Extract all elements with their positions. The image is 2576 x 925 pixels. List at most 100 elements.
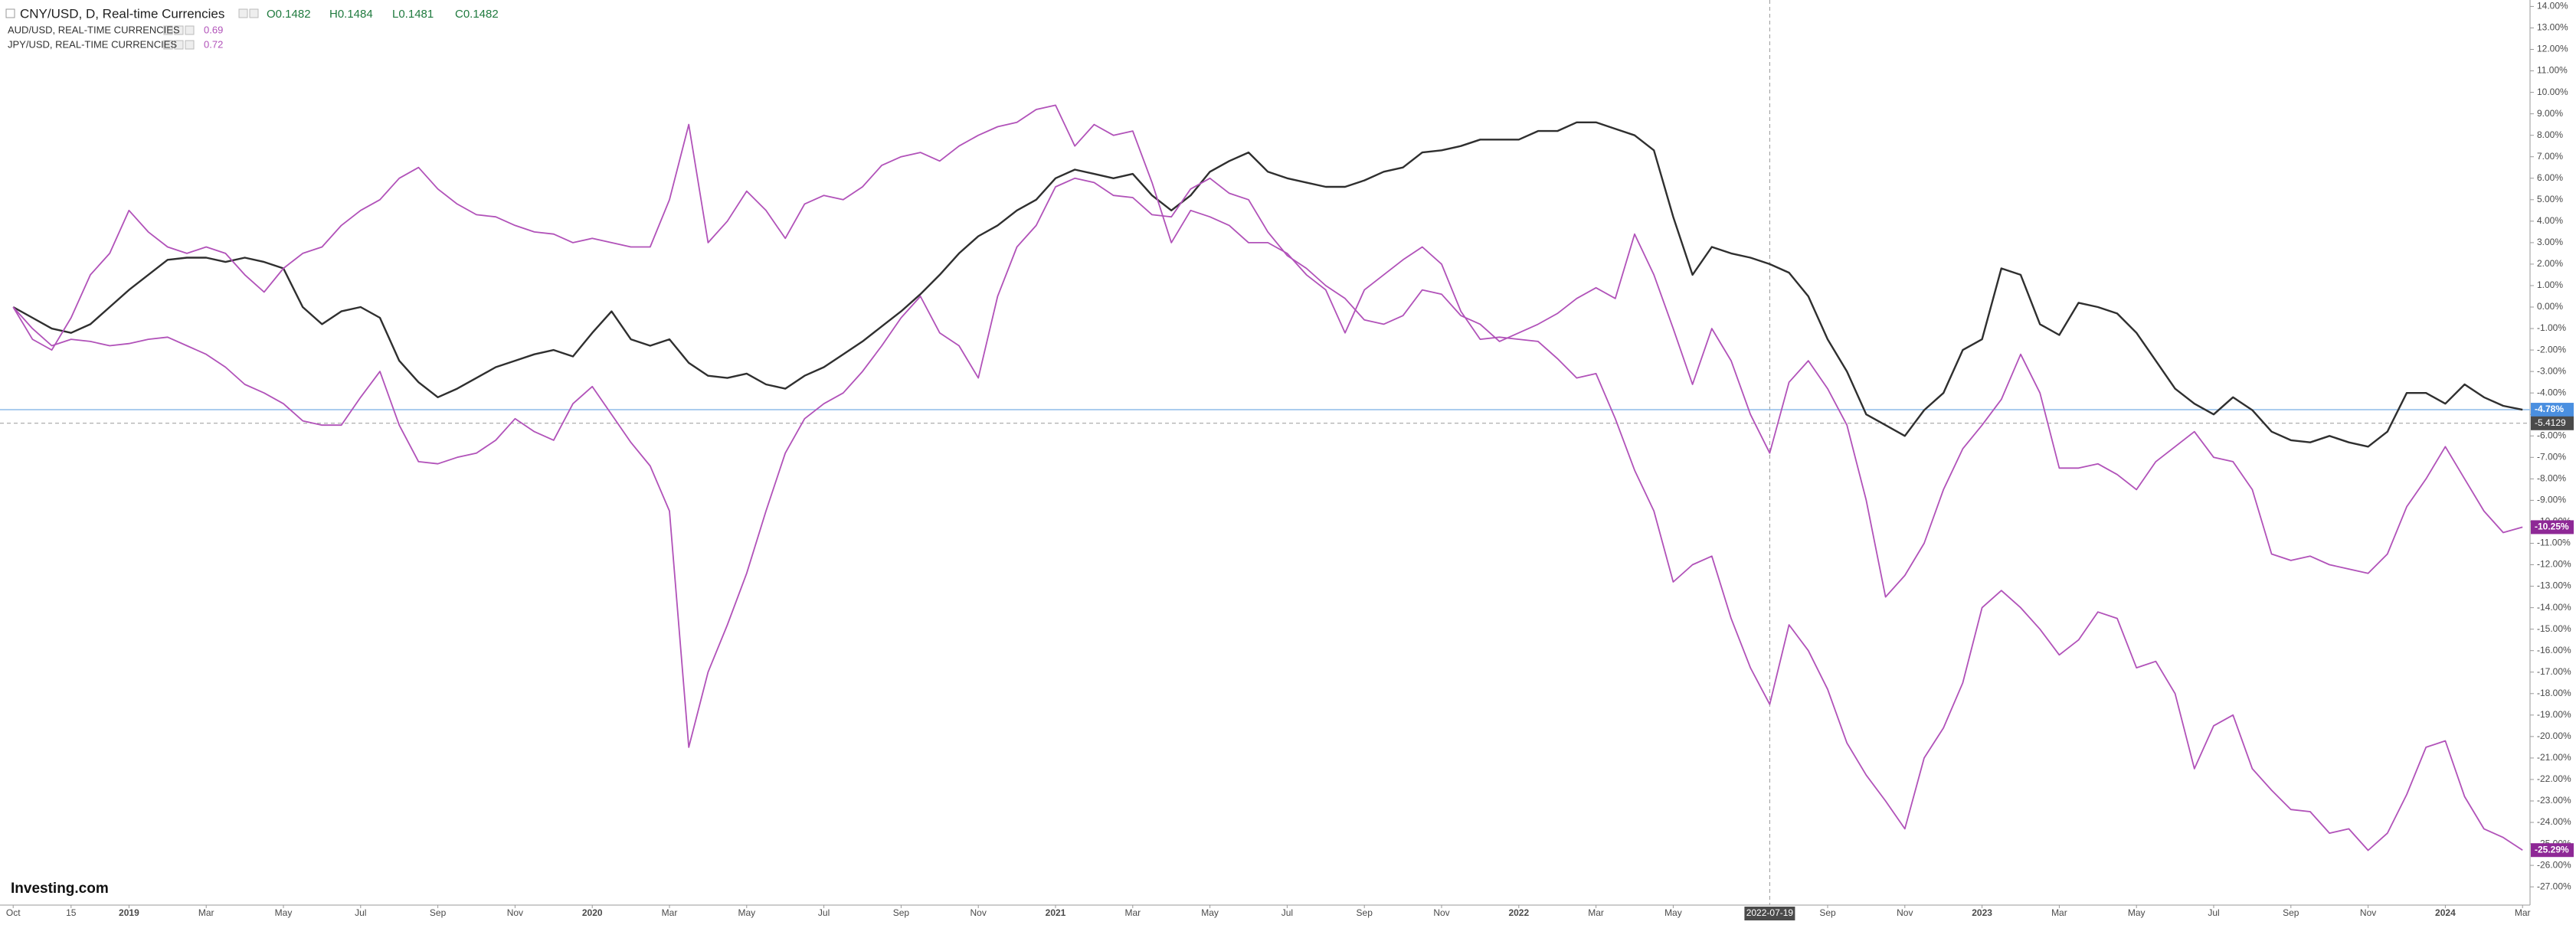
ohlc-value: L0.1481 bbox=[392, 8, 434, 21]
y-tick-label: -21.00% bbox=[2537, 752, 2571, 763]
x-tick-label: May bbox=[1664, 907, 1682, 918]
legend-value: 0.69 bbox=[204, 24, 223, 35]
price-label: -4.78% bbox=[2535, 404, 2564, 414]
legend-title: CNY/USD, D, Real-time Currencies bbox=[20, 6, 224, 21]
y-tick-label: -27.00% bbox=[2537, 881, 2571, 891]
y-tick-label: 0.00% bbox=[2537, 301, 2563, 312]
x-tick-label: Mar bbox=[1124, 907, 1141, 918]
ohlc-value: C0.1482 bbox=[455, 8, 499, 21]
price-box bbox=[2531, 403, 2574, 417]
x-tick-label: Jul bbox=[2208, 907, 2219, 918]
y-tick-label: -19.00% bbox=[2537, 709, 2571, 720]
x-tick-label: 2019 bbox=[119, 907, 139, 918]
x-tick-label: 2021 bbox=[1046, 907, 1066, 918]
y-tick-label: -2.00% bbox=[2537, 344, 2566, 355]
y-tick-label: -22.00% bbox=[2537, 773, 2571, 784]
y-tick-label: -24.00% bbox=[2537, 816, 2571, 827]
legend-icon bbox=[185, 40, 195, 50]
x-tick-label: May bbox=[738, 907, 755, 918]
y-tick-label: -16.00% bbox=[2537, 645, 2571, 655]
x-tick-label: Jul bbox=[1281, 907, 1293, 918]
x-tick-label: Sep bbox=[430, 907, 447, 918]
legend-value: 0.72 bbox=[204, 38, 223, 50]
y-tick-label: 3.00% bbox=[2537, 237, 2563, 247]
y-tick-label: 14.00% bbox=[2537, 1, 2568, 11]
series-line bbox=[12, 121, 2523, 448]
x-tick-label: May bbox=[1201, 907, 1219, 918]
legend-icon bbox=[163, 40, 173, 50]
y-tick-label: 2.00% bbox=[2537, 258, 2563, 269]
y-tick-label: -3.00% bbox=[2537, 365, 2566, 376]
x-tick-label: Mar bbox=[2515, 907, 2531, 918]
y-tick-label: 9.00% bbox=[2537, 108, 2563, 119]
watermark: Investing.com bbox=[11, 881, 109, 897]
legend-icon bbox=[5, 8, 15, 18]
legend-entry: JPY/USD, REAL-TIME CURRENCIES bbox=[8, 38, 177, 50]
price-box bbox=[2531, 843, 2574, 858]
x-tick-label: Nov bbox=[1433, 907, 1449, 918]
y-tick-label: -9.00% bbox=[2537, 495, 2566, 505]
y-tick-label: -11.00% bbox=[2537, 538, 2571, 548]
y-tick-label: 1.00% bbox=[2537, 279, 2563, 290]
crosshair-x-box bbox=[1744, 907, 1795, 920]
x-tick-label: Sep bbox=[893, 907, 910, 918]
y-tick-label: -1.00% bbox=[2537, 322, 2566, 333]
price-label: -25.29% bbox=[2535, 844, 2569, 855]
legend-icon bbox=[174, 25, 184, 35]
x-tick-label: Sep bbox=[1819, 907, 1836, 918]
x-tick-label: Mar bbox=[2051, 907, 2067, 918]
y-tick-label: -7.00% bbox=[2537, 451, 2566, 462]
y-tick-label: 10.00% bbox=[2537, 87, 2568, 97]
crosshair-y-box bbox=[2531, 416, 2574, 430]
legend-icon bbox=[163, 25, 173, 35]
y-tick-label: 7.00% bbox=[2537, 151, 2563, 162]
y-tick-label: -4.00% bbox=[2537, 387, 2566, 397]
x-tick-label: Nov bbox=[2360, 907, 2376, 918]
ohlc-value: O0.1482 bbox=[267, 8, 311, 21]
y-tick-label: 11.00% bbox=[2537, 65, 2568, 76]
legend-icon bbox=[238, 8, 248, 18]
x-tick-label: May bbox=[2128, 907, 2146, 918]
x-tick-label: 2023 bbox=[1972, 907, 1992, 918]
y-tick-label: -23.00% bbox=[2537, 795, 2571, 806]
series-line bbox=[12, 104, 2523, 851]
x-tick-label: May bbox=[275, 907, 293, 918]
y-tick-label: -26.00% bbox=[2537, 859, 2571, 870]
y-tick-label: 13.00% bbox=[2537, 22, 2568, 33]
y-tick-label: -15.00% bbox=[2537, 623, 2571, 634]
x-tick-label: Sep bbox=[1357, 907, 1373, 918]
y-tick-label: -17.00% bbox=[2537, 666, 2571, 677]
x-tick-label: Mar bbox=[198, 907, 214, 918]
y-tick-label: -8.00% bbox=[2537, 473, 2566, 484]
legend-icons bbox=[5, 8, 259, 50]
x-tick-label: Jul bbox=[818, 907, 830, 918]
x-tick-label: Jul bbox=[355, 907, 366, 918]
x-tick-label: 2024 bbox=[2435, 907, 2456, 918]
y-tick-label: -20.00% bbox=[2537, 731, 2571, 741]
legend-icon bbox=[249, 8, 259, 18]
legend-entry: AUD/USD, REAL-TIME CURRENCIES bbox=[8, 24, 180, 35]
x-tick-label: Nov bbox=[971, 907, 987, 918]
x-tick-label: Oct bbox=[6, 907, 21, 918]
x-tick-label: 2020 bbox=[582, 907, 603, 918]
x-tick-label: 2022 bbox=[1508, 907, 1529, 918]
y-tick-label: -14.00% bbox=[2537, 602, 2571, 613]
price-box bbox=[2531, 520, 2574, 534]
y-tick-label: 12.00% bbox=[2537, 44, 2568, 54]
y-tick-label: -13.00% bbox=[2537, 580, 2571, 591]
x-tick-label: 15 bbox=[66, 907, 77, 918]
crosshair-y-label: -5.4129 bbox=[2535, 417, 2566, 428]
legend-icon bbox=[174, 40, 184, 50]
x-tick-label: Mar bbox=[662, 907, 678, 918]
y-tick-label: -18.00% bbox=[2537, 688, 2571, 698]
legend-icon bbox=[185, 25, 195, 35]
y-tick-label: 4.00% bbox=[2537, 215, 2563, 226]
x-tick-label: Nov bbox=[507, 907, 523, 918]
y-tick-label: -6.00% bbox=[2537, 430, 2566, 440]
series-line bbox=[12, 177, 2523, 748]
x-tick-label: Nov bbox=[1897, 907, 1913, 918]
y-tick-label: 6.00% bbox=[2537, 172, 2563, 183]
